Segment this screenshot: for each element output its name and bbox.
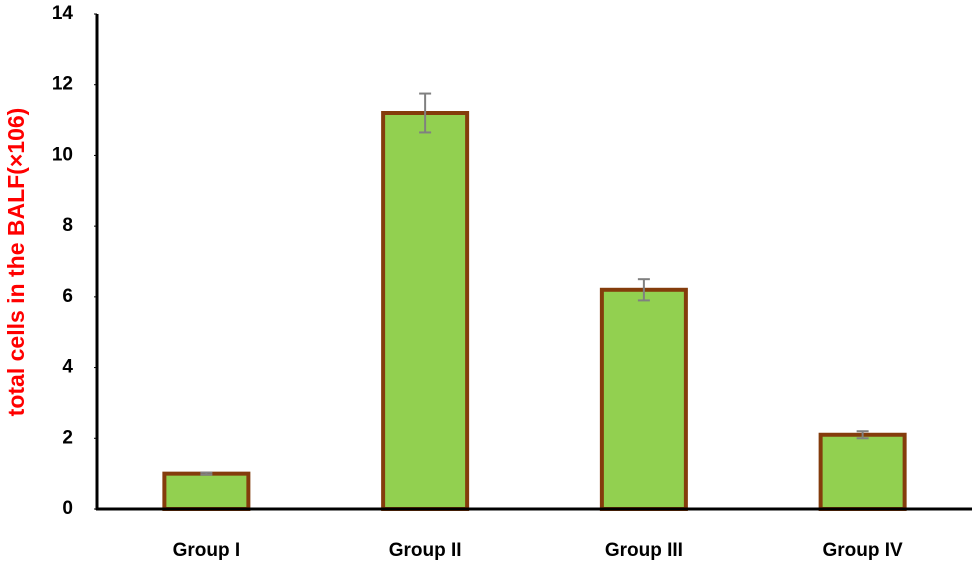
y-tick-label: 6 bbox=[62, 286, 73, 307]
bar bbox=[599, 287, 688, 511]
x-tick-label: Group II bbox=[389, 540, 462, 561]
y-tick-label: 8 bbox=[62, 215, 73, 236]
x-tick-label: Group IV bbox=[823, 540, 904, 561]
x-tick-label: Group III bbox=[605, 540, 683, 561]
error-bar bbox=[200, 471, 213, 476]
y-tick-label: 2 bbox=[62, 427, 73, 448]
y-tick-label: 10 bbox=[52, 144, 73, 165]
y-tick-label: 14 bbox=[52, 3, 74, 24]
error-bar bbox=[856, 430, 869, 440]
y-tick-label: 0 bbox=[62, 498, 73, 519]
bar bbox=[818, 432, 907, 511]
y-tick-label: 12 bbox=[52, 74, 73, 95]
error-bar bbox=[419, 92, 432, 134]
y-axis-label: total cells in the BALF(×106) bbox=[3, 108, 29, 417]
bar bbox=[162, 471, 251, 511]
x-tick-label: Group I bbox=[173, 540, 241, 561]
y-tick-label: 4 bbox=[62, 357, 73, 378]
error-bar bbox=[637, 278, 650, 302]
bar bbox=[381, 111, 470, 511]
